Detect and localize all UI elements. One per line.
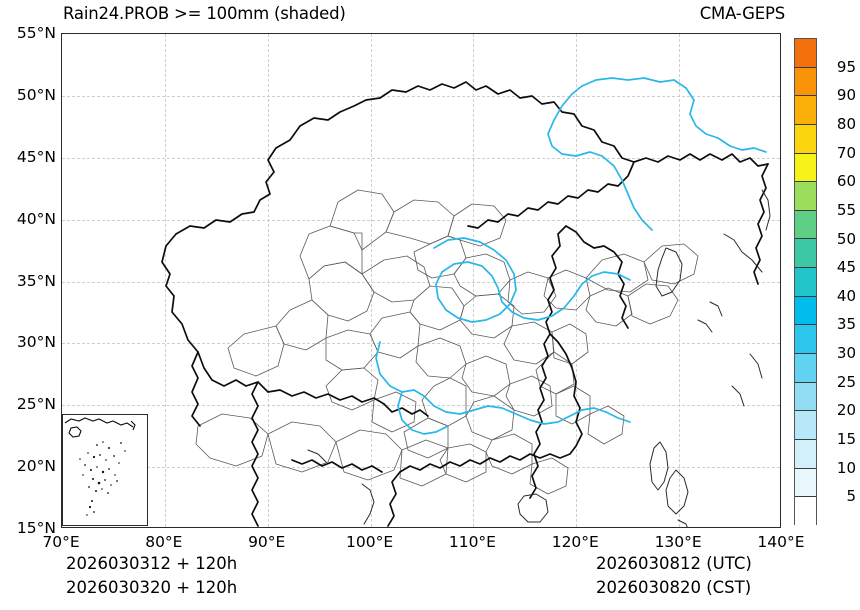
colorbar-tick-label: 25	[836, 372, 856, 391]
colorbar-segment	[795, 468, 816, 498]
gridline-horizontal	[62, 157, 780, 159]
gridline-vertical	[370, 34, 372, 527]
colorbar-segment	[795, 39, 816, 68]
gridline-horizontal	[62, 95, 780, 97]
colorbar-tick-label: 30	[836, 344, 856, 363]
colorbar-segment	[795, 268, 816, 297]
x-axis-label: 70°E	[42, 533, 80, 551]
colorbar-segment	[795, 210, 816, 240]
gridlines	[62, 34, 780, 527]
colorbar-segment	[795, 497, 816, 526]
colorbar-segment	[795, 124, 816, 154]
x-axis-label: 120°E	[551, 533, 599, 551]
colorbar-tick-label: 10	[836, 458, 856, 477]
gridline-horizontal	[62, 405, 780, 407]
gridline-horizontal	[62, 281, 780, 283]
colorbar-tick-label: 80	[836, 114, 856, 133]
x-axis-label: 100°E	[345, 533, 394, 551]
inset-svg	[64, 417, 136, 516]
colorbar-tick-label: 90	[836, 86, 856, 105]
colorbar-tick-label: 55	[836, 200, 856, 219]
colorbar-tick-label: 35	[836, 315, 856, 334]
geography-svg	[161, 77, 771, 527]
map-geography	[62, 34, 780, 527]
colorbar-segment	[795, 182, 816, 211]
colorbar[interactable]	[794, 38, 817, 526]
y-axis-label: 50°N	[16, 85, 56, 104]
colorbar-segment	[795, 239, 816, 269]
footer-init-cst: 2026030320 + 120h	[66, 578, 238, 597]
footer-valid-cst: 2026030820 (CST)	[596, 578, 752, 597]
colorbar-tick-label: 40	[836, 286, 856, 305]
gridline-vertical	[267, 34, 269, 527]
colorbar-tick-label: 5	[846, 487, 856, 506]
colorbar-segment	[795, 325, 816, 355]
gridline-horizontal	[62, 467, 780, 469]
chart-title: Rain24.PROB >= 100mm (shaded)	[63, 4, 346, 23]
colorbar-segment	[795, 67, 816, 97]
colorbar-segment	[795, 411, 816, 440]
footer-init-utc: 2026030312 + 120h	[66, 554, 238, 573]
y-axis-label: 25°N	[16, 395, 56, 414]
colorbar-tick-label: 95	[836, 57, 856, 76]
x-axis-label: 110°E	[448, 533, 496, 551]
colorbar-segment	[795, 439, 816, 469]
gridline-vertical	[576, 34, 578, 527]
colorbar-segment	[795, 382, 816, 412]
colorbar-segment	[795, 296, 816, 326]
gridline-vertical	[164, 34, 166, 527]
colorbar-tick-label: 45	[836, 258, 856, 277]
footer-valid-utc: 2026030812 (UTC)	[596, 554, 752, 573]
colorbar-tick-label: 15	[836, 430, 856, 449]
y-axis-label: 55°N	[16, 24, 56, 42]
colorbar-segment	[795, 153, 816, 183]
y-axis-label: 30°N	[16, 333, 56, 352]
gridline-horizontal	[62, 219, 780, 221]
y-axis-label: 35°N	[16, 271, 56, 290]
gridline-horizontal	[62, 343, 780, 345]
colorbar-segment	[795, 354, 816, 383]
y-axis-label: 20°N	[16, 457, 56, 476]
x-axis-label: 80°E	[145, 533, 183, 551]
colorbar-tick-label: 50	[836, 229, 856, 248]
colorbar-tick-label: 20	[836, 401, 856, 420]
y-axis-label: 40°N	[16, 209, 56, 228]
south-china-sea-inset	[62, 414, 148, 526]
model-label: CMA-GEPS	[699, 4, 785, 23]
colorbar-tick-label: 70	[836, 143, 856, 162]
x-axis-label: 130°E	[654, 533, 702, 551]
y-axis-label: 45°N	[16, 147, 56, 166]
x-axis-label: 90°E	[248, 533, 286, 551]
gridline-vertical	[473, 34, 475, 527]
y-axis-label: 15°N	[16, 519, 56, 537]
x-axis-label: 140°E	[757, 533, 805, 551]
colorbar-tick-label: 60	[836, 172, 856, 191]
y-axis-labels: 15°N 20°N 25°N 30°N 35°N 40°N 45°N 50°N 55°N	[0, 0, 56, 610]
colorbar-segment	[795, 96, 816, 125]
map-plot-area[interactable]	[61, 33, 781, 528]
